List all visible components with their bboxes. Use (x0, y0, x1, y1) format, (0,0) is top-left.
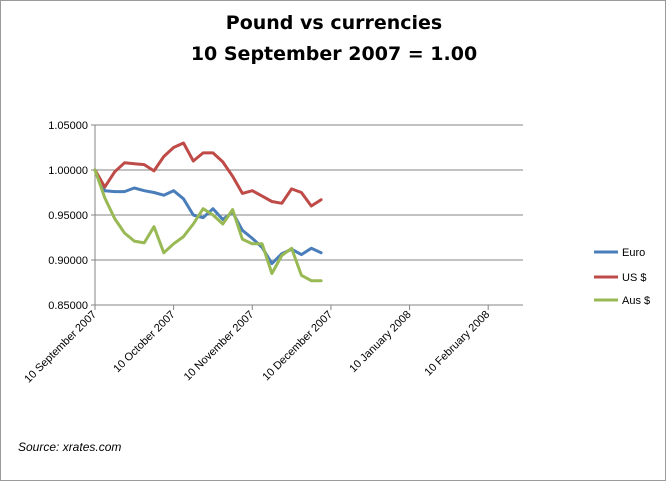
y-tick-label: 0.95000 (48, 210, 88, 222)
legend: Euro US $ Aus $ (594, 247, 650, 307)
legend-label: Euro (622, 247, 645, 259)
y-tick-label: 1.00000 (48, 165, 88, 177)
y-axis-ticks: 1.05000 1.00000 0.95000 0.90000 0.85000 (48, 120, 88, 312)
series-line-euro (93, 168, 323, 266)
x-tick-label: 10 December 2007 (260, 309, 335, 384)
axes (91, 124, 523, 310)
x-tick-label: 10 October 2007 (111, 309, 177, 375)
chart-subtitle: 10 September 2007 = 1.00 (190, 43, 478, 65)
chart-title: Pound vs currencies (225, 12, 443, 34)
legend-label: Aus $ (622, 295, 650, 307)
x-axis-ticks: 10 September 2007 10 October 2007 10 Novem… (22, 309, 492, 386)
series-line-aus (93, 168, 323, 283)
series-lines (93, 141, 323, 283)
x-tick-label: 10 September 2007 (22, 309, 99, 386)
series-line-us (93, 141, 323, 208)
x-tick-label: 10 November 2007 (182, 309, 257, 384)
x-tick-label: 10 January 2008 (347, 309, 413, 375)
y-tick-label: 0.90000 (48, 255, 88, 267)
y-tick-label: 0.85000 (48, 300, 88, 312)
source-note: Source: xrates.com (18, 440, 122, 454)
legend-label: US $ (622, 272, 646, 284)
x-tick-label: 10 February 2008 (422, 309, 492, 379)
grid-lines (95, 124, 523, 261)
y-tick-label: 1.05000 (48, 120, 88, 132)
